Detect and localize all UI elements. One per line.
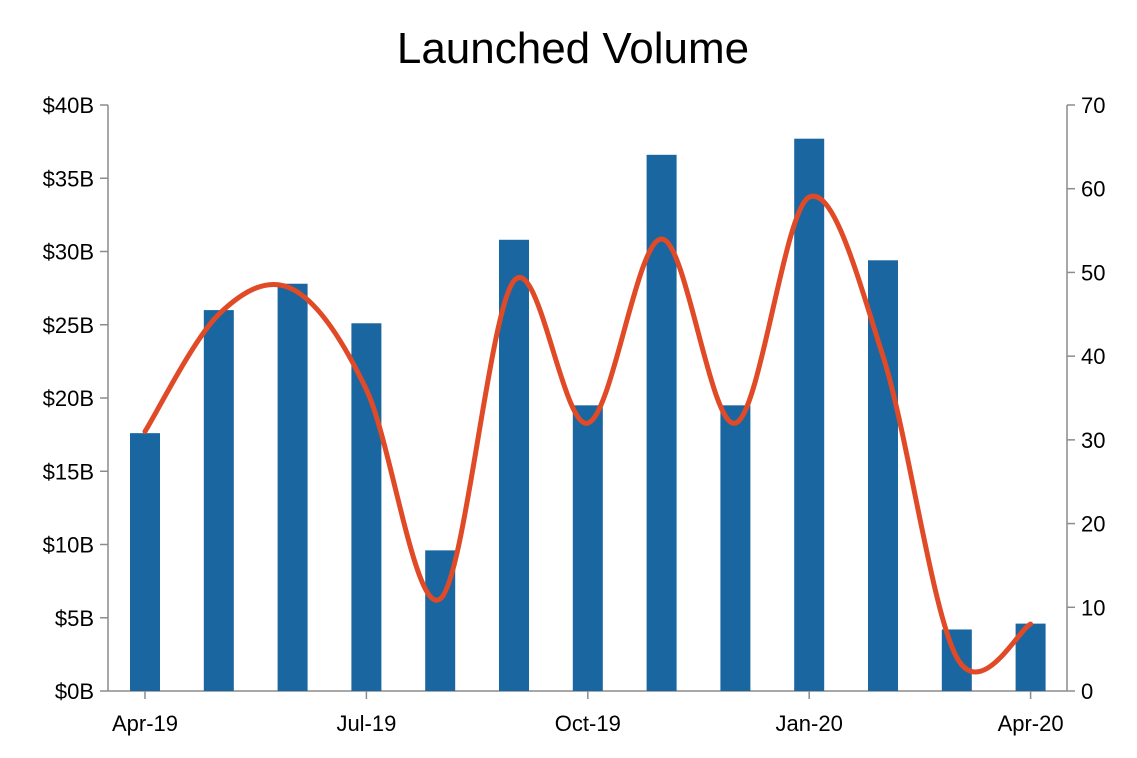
x-tick-label: Jul-19 xyxy=(336,711,396,736)
line-path xyxy=(142,193,1034,675)
tick-labels: $0B $5B $10B $15B $20B $25B $30B $35B $40B 0 10 20 3… xyxy=(43,93,1106,736)
right-tick-label: 30 xyxy=(1081,428,1105,453)
left-tick-label: $15B xyxy=(43,459,94,484)
bar xyxy=(646,154,677,691)
chart-title: Launched Volume xyxy=(397,24,749,73)
bar xyxy=(499,239,529,691)
bar xyxy=(203,310,234,691)
bar xyxy=(720,405,751,691)
left-tick-label: $10B xyxy=(43,533,94,558)
x-tick-label: Jan-20 xyxy=(776,711,843,736)
right-tick-label: 50 xyxy=(1081,260,1105,285)
left-tick-label: $5B xyxy=(55,606,94,631)
bar xyxy=(351,323,382,691)
bar-series xyxy=(130,138,1046,691)
left-tick-label: $0B xyxy=(55,679,94,704)
x-tick-label: Oct-19 xyxy=(555,711,621,736)
right-tick-label: 0 xyxy=(1081,679,1093,704)
bar xyxy=(277,283,308,691)
line-series xyxy=(142,193,1034,675)
right-tick-label: 70 xyxy=(1081,93,1105,118)
bar xyxy=(130,433,160,691)
bar xyxy=(794,138,825,691)
left-tick-label: $30B xyxy=(43,240,94,265)
left-tick-label: $20B xyxy=(43,386,94,411)
left-tick-label: $40B xyxy=(43,93,94,118)
right-tick-label: 60 xyxy=(1081,177,1105,202)
x-tick-label: Apr-20 xyxy=(998,711,1064,736)
left-tick-label: $25B xyxy=(43,313,94,338)
right-tick-label: 20 xyxy=(1081,512,1105,537)
x-tick-label: Apr-19 xyxy=(112,711,178,736)
right-tick-label: 10 xyxy=(1081,595,1105,620)
left-tick-label: $35B xyxy=(43,166,94,191)
bar xyxy=(572,405,603,691)
right-tick-label: 40 xyxy=(1081,344,1105,369)
